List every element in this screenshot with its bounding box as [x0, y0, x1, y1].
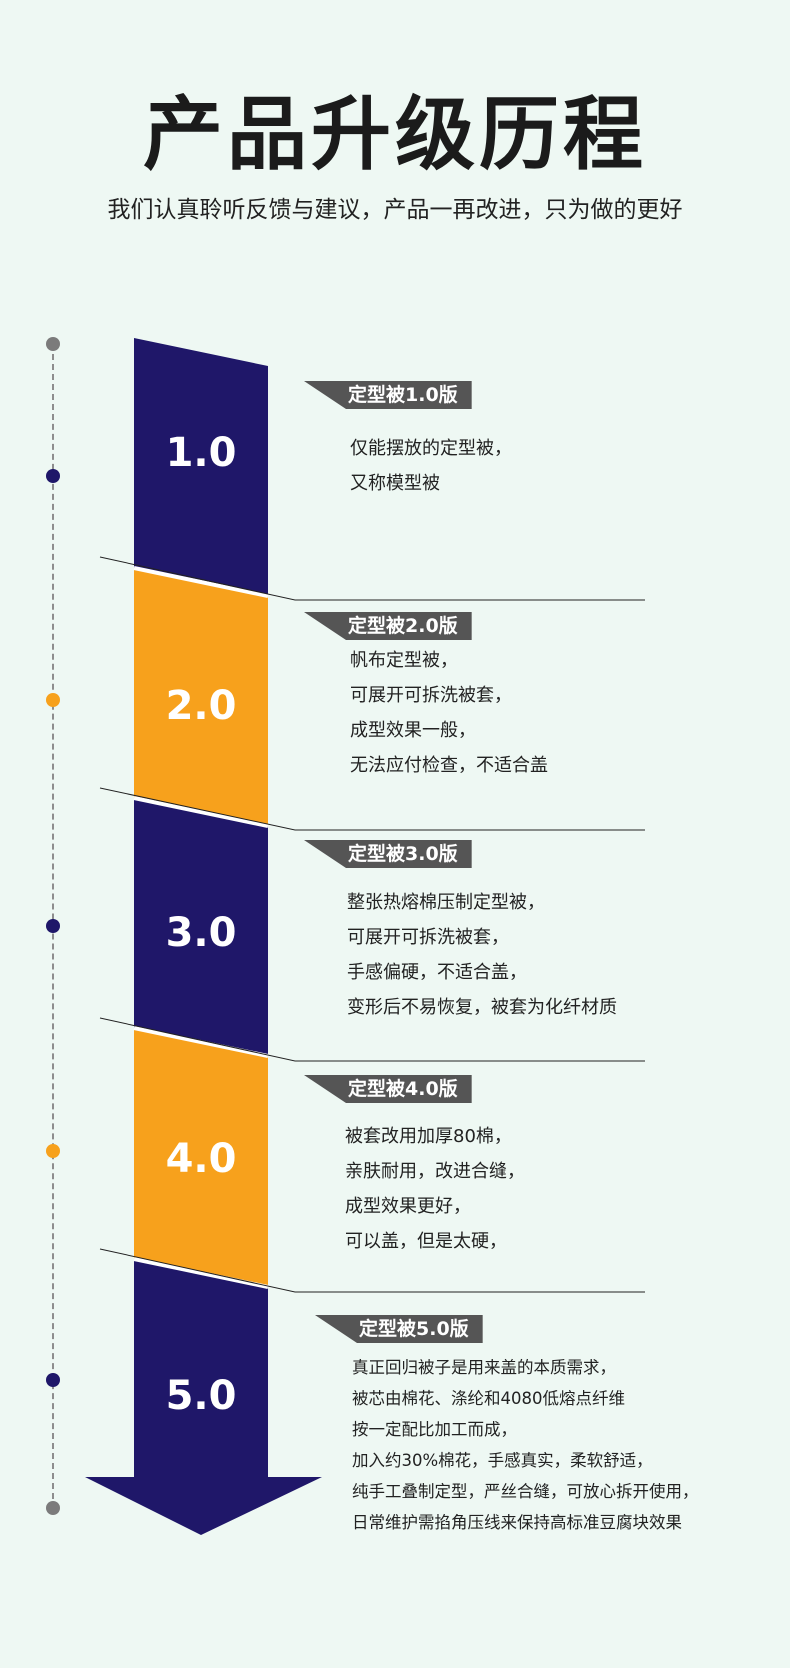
divider-line-2	[99, 787, 645, 831]
description-line: 仅能摆放的定型被，	[350, 438, 512, 459]
description-line: 手感偏硬，不适合盖，	[347, 962, 527, 983]
description-line: 可以盖，但是太硬，	[345, 1231, 507, 1252]
arrow-segment-2	[134, 568, 268, 826]
description-line: 真正回归被子是用来盖的本质需求，	[352, 1358, 616, 1377]
page-subtitle: 我们认真聆听反馈与建议，产品一再改进，只为做的更好	[107, 197, 683, 223]
divider-line-4	[99, 1248, 645, 1293]
description-line: 可展开可拆洗被套，	[350, 685, 512, 706]
arrow-segment-3	[134, 798, 268, 1056]
description-line: 日常维护需掐角压线来保持高标准豆腐块效果	[352, 1513, 682, 1532]
timeline-dot-1	[46, 469, 60, 483]
description-line: 整张热熔棉压制定型被，	[347, 892, 545, 913]
page-title: 产品升级历程	[143, 88, 647, 181]
description-line: 又称模型被	[350, 473, 440, 494]
version-number-4: 4.0	[165, 1136, 237, 1182]
timeline-dot-4	[46, 1144, 60, 1158]
version-number-3: 3.0	[165, 910, 237, 956]
version-description-3: 整张热熔棉压制定型被， 可展开可拆洗被套， 手感偏硬，不适合盖， 变形后不易恢复…	[347, 885, 617, 1025]
version-description-5: 真正回归被子是用来盖的本质需求， 被芯由棉花、涤纶和4080低熔点纤维 按一定配…	[352, 1352, 699, 1538]
version-description-4: 被套改用加厚80棉， 亲肤耐用，改进合缝， 成型效果更好， 可以盖，但是太硬，	[345, 1119, 525, 1259]
timeline-start-dot	[46, 337, 60, 351]
timeline-dot-5	[46, 1373, 60, 1387]
description-line: 加入约30%棉花，手感真实，柔软舒适，	[352, 1451, 653, 1470]
divider-line-1	[99, 556, 645, 601]
description-line: 按一定配比加工而成，	[352, 1420, 517, 1439]
description-line: 亲肤耐用，改进合缝，	[345, 1161, 525, 1182]
arrow-segment-4	[134, 1028, 268, 1287]
version-description-1: 仅能摆放的定型被， 又称模型被	[350, 431, 512, 501]
timeline-dot-3	[46, 919, 60, 933]
arrow-segment-1	[134, 338, 268, 596]
description-line: 变形后不易恢复，被套为化纤材质	[347, 997, 617, 1018]
description-line: 被芯由棉花、涤纶和4080低熔点纤维	[352, 1389, 625, 1408]
timeline-dot-2	[46, 693, 60, 707]
description-line: 可展开可拆洗被套，	[347, 927, 509, 948]
description-line: 无法应付检查，不适合盖	[350, 755, 548, 776]
version-number-2: 2.0	[165, 683, 237, 729]
version-label-1: 定型被1.0版	[304, 381, 472, 409]
description-line: 纯手工叠制定型，严丝合缝，可放心拆开使用，	[352, 1482, 699, 1501]
description-line: 被套改用加厚80棉，	[345, 1126, 512, 1147]
description-line: 成型效果一般，	[350, 720, 476, 741]
version-number-1: 1.0	[165, 430, 237, 476]
description-line: 成型效果更好，	[345, 1196, 471, 1217]
description-line: 帆布定型被，	[350, 650, 458, 671]
version-description-2: 帆布定型被， 可展开可拆洗被套， 成型效果一般， 无法应付检查，不适合盖	[350, 643, 548, 783]
divider-line-3	[99, 1017, 645, 1062]
timeline-end-dot	[46, 1501, 60, 1515]
arrow-segment-5	[85, 1259, 322, 1535]
version-number-5: 5.0	[165, 1373, 237, 1419]
